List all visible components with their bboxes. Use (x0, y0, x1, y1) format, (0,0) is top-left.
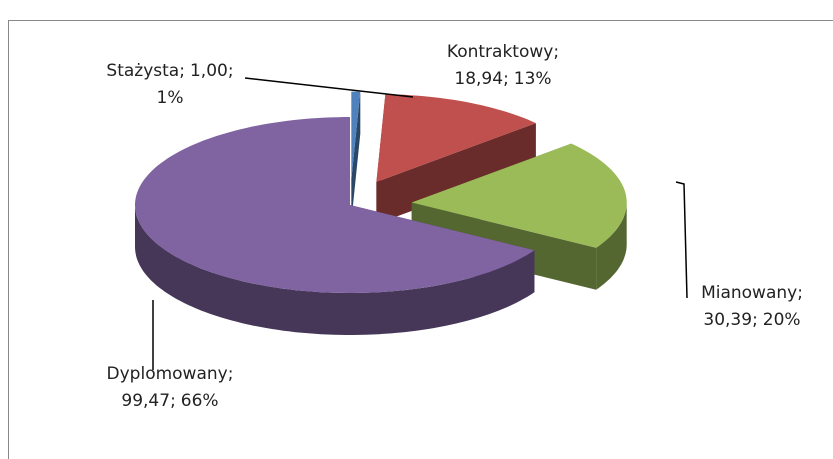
leader-line (675, 181, 688, 299)
data-label-part: Mianowany (701, 283, 797, 303)
data-label-separator: ; (752, 310, 758, 330)
slice-side (376, 123, 536, 224)
slice-top (376, 94, 536, 182)
slice (376, 94, 536, 224)
data-label: Dyplomowany; 99,47; 66% (107, 364, 234, 411)
slice-top (411, 143, 627, 248)
data-label-separator: ; (228, 61, 234, 81)
data-label-separator: ; (170, 391, 176, 411)
data-label-part: 1,00 (190, 61, 228, 81)
data-label-separator: ; (553, 42, 559, 62)
data-label-part: Dyplomowany (107, 364, 228, 384)
data-label-part: 18,94 (454, 69, 503, 89)
data-label-separator: ; (228, 364, 234, 384)
data-label-part: 20% (763, 310, 801, 330)
slice-wall (135, 205, 535, 335)
data-label-part: Kontraktowy (447, 42, 553, 62)
data-label-part: Stażysta (106, 61, 179, 81)
data-label: Mianowany; 30,39; 20% (701, 283, 803, 330)
slice-top (135, 117, 535, 293)
data-label-part: 99,47 (121, 391, 170, 411)
data-label-part: 30,39 (703, 310, 752, 330)
slice (135, 117, 535, 335)
slice-top (351, 91, 361, 180)
data-label: Stażysta; 1,00; 1% (106, 61, 233, 108)
data-label-separator: ; (797, 283, 803, 303)
data-label: Kontraktowy; 18,94; 13% (447, 42, 559, 89)
slice (351, 91, 361, 222)
data-label-separator: ; (179, 61, 185, 81)
leader-line (244, 77, 414, 98)
data-label-separator: ; (503, 69, 509, 89)
slice-side (351, 91, 361, 222)
data-label-part: 66% (181, 391, 219, 411)
slice-wall (596, 202, 627, 290)
data-label-part: 13% (514, 69, 552, 89)
data-label-part: 1% (157, 88, 184, 108)
